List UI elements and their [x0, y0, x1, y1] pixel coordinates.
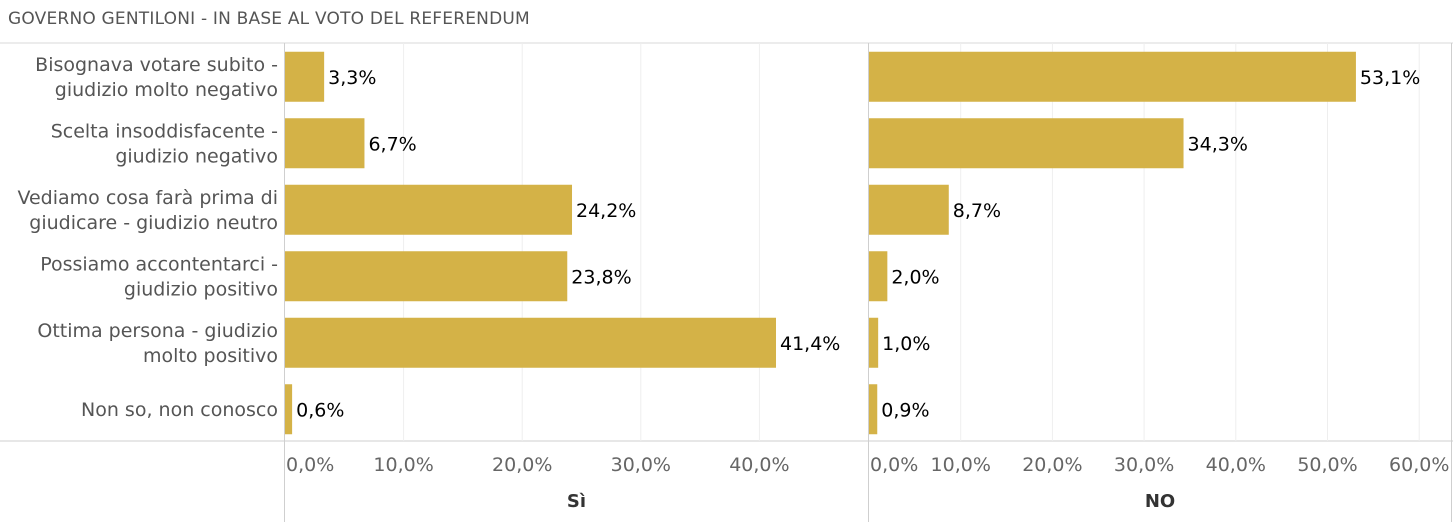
x-tick-label: 60,0%: [1389, 454, 1449, 476]
bar: [285, 317, 777, 368]
category-label: Ottima persona - giudizio: [37, 320, 278, 342]
x-tick-label: 50,0%: [1297, 454, 1357, 476]
bar: [869, 184, 949, 235]
x-tick-label: 40,0%: [1206, 454, 1266, 476]
data-label: 0,9%: [881, 399, 929, 421]
x-tick-label: 0,0%: [286, 454, 334, 476]
x-tick-label: 10,0%: [931, 454, 991, 476]
bar: [869, 51, 1356, 102]
x-tick-label: 0,0%: [870, 454, 918, 476]
data-label: 24,2%: [576, 200, 636, 222]
category-label: Non so, non conosco: [81, 399, 278, 421]
bar: [285, 251, 568, 302]
category-label: giudizio molto negativo: [55, 79, 278, 101]
category-label: Possiamo accontentarci -: [40, 253, 278, 275]
data-label: 8,7%: [953, 200, 1001, 222]
bar: [869, 317, 879, 368]
data-label: 23,8%: [571, 266, 631, 288]
category-label: Bisognava votare subito -: [35, 54, 278, 76]
x-tick-label: 10,0%: [373, 454, 433, 476]
bar: [285, 384, 293, 435]
data-label: 0,6%: [296, 399, 344, 421]
data-label: 53,1%: [1360, 67, 1420, 89]
bar: [869, 251, 888, 302]
data-label: 2,0%: [891, 266, 939, 288]
panel-title: Sì: [567, 491, 586, 512]
x-tick-label: 20,0%: [492, 454, 552, 476]
x-tick-label: 20,0%: [1022, 454, 1082, 476]
x-tick-label: 30,0%: [1114, 454, 1174, 476]
bar: [285, 51, 325, 102]
bar: [869, 384, 878, 435]
data-label: 34,3%: [1188, 133, 1248, 155]
bar: [869, 118, 1184, 169]
category-label: Vediamo cosa farà prima di: [17, 187, 278, 209]
data-label: 6,7%: [368, 133, 416, 155]
category-label: giudizio negativo: [115, 145, 278, 167]
bar: [285, 118, 365, 169]
panel-title: NO: [1145, 491, 1175, 512]
chart-title: GOVERNO GENTILONI - IN BASE AL VOTO DEL …: [8, 9, 530, 29]
data-label: 41,4%: [780, 333, 840, 355]
data-label: 1,0%: [882, 333, 930, 355]
category-label: Scelta insoddisfacente -: [51, 120, 278, 142]
data-label: 3,3%: [328, 67, 376, 89]
category-label: giudicare - giudizio neutro: [29, 212, 278, 234]
category-label: molto positivo: [143, 345, 278, 367]
category-label: giudizio positivo: [124, 278, 278, 300]
x-tick-label: 30,0%: [611, 454, 671, 476]
bar: [285, 184, 573, 235]
x-tick-label: 40,0%: [729, 454, 789, 476]
